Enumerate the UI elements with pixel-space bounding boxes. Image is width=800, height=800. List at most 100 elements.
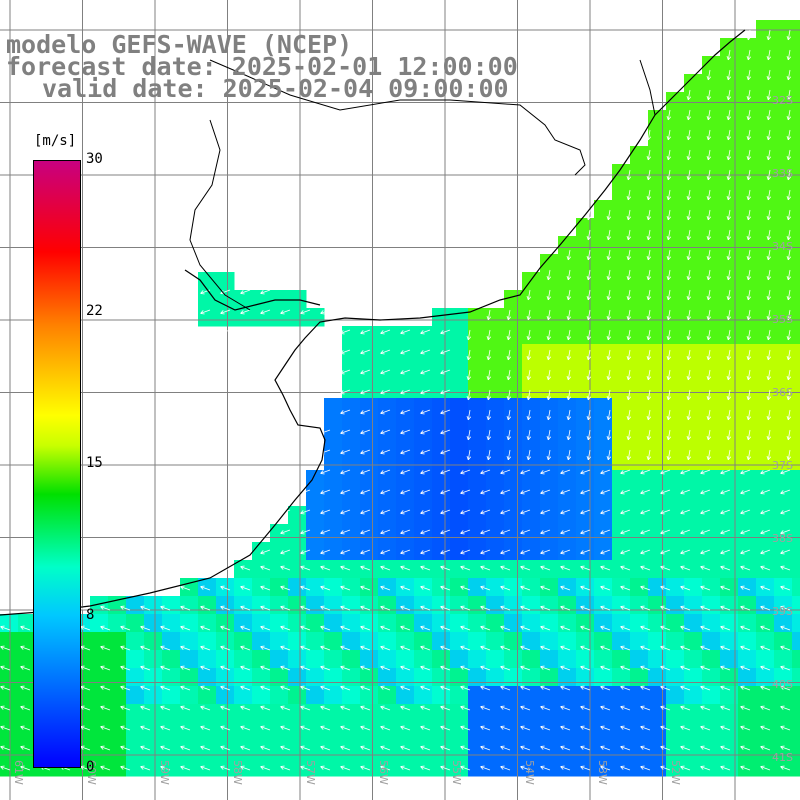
wind-arrow [660, 489, 671, 495]
speed-cell [738, 506, 757, 525]
speed-cell [720, 416, 739, 435]
speed-cell [684, 722, 703, 741]
wind-arrow [586, 309, 592, 321]
speed-cell [648, 344, 667, 363]
speed-cell [720, 542, 739, 561]
wind-arrow [660, 685, 671, 691]
wind-arrow [566, 389, 572, 401]
speed-cell [324, 686, 343, 705]
wind-arrow [626, 229, 632, 241]
speed-cell [612, 722, 631, 741]
speed-cell [144, 686, 163, 705]
speed-cell [774, 182, 793, 201]
speed-cell [324, 650, 343, 669]
speed-cell [360, 758, 379, 777]
wind-arrow [726, 69, 732, 81]
wind-arrow [740, 489, 751, 495]
speed-cell [180, 632, 199, 651]
wind-arrow [580, 585, 591, 591]
wind-arrow [726, 249, 732, 261]
speed-cell [342, 578, 361, 597]
speed-cell [702, 110, 721, 129]
speed-cell [360, 362, 379, 381]
wind-arrow [640, 645, 651, 651]
wind-arrow [460, 745, 471, 751]
speed-cell [630, 542, 649, 561]
speed-cell [396, 740, 415, 759]
speed-cell [432, 542, 451, 561]
speed-cell [522, 650, 541, 669]
speed-cell [288, 614, 307, 633]
speed-cell [666, 416, 685, 435]
speed-cell [216, 290, 235, 309]
speed-cell [666, 650, 685, 669]
speed-cell [360, 722, 379, 741]
wind-arrow [766, 89, 772, 101]
wind-arrow [140, 645, 151, 651]
speed-cell [306, 722, 325, 741]
wind-arrow [320, 565, 331, 571]
speed-cell [756, 416, 775, 435]
speed-cell [720, 362, 739, 381]
speed-cell [414, 542, 433, 561]
speed-cell [576, 632, 595, 651]
speed-cell [108, 686, 127, 705]
wind-arrow [200, 745, 211, 751]
wind-arrow [726, 129, 732, 141]
wind-arrow [520, 565, 531, 571]
speed-cell [774, 650, 793, 669]
wind-arrow [20, 745, 31, 751]
speed-cell [720, 668, 739, 687]
wind-arrow [706, 89, 712, 101]
speed-cell [792, 128, 800, 147]
speed-cell [486, 686, 505, 705]
wind-arrow [500, 529, 511, 535]
speed-cell [540, 272, 559, 291]
wind-arrow [686, 289, 692, 301]
wind-arrow [726, 309, 732, 321]
speed-cell [684, 218, 703, 237]
speed-cell [792, 290, 800, 309]
speed-cell [756, 758, 775, 777]
wind-arrow [540, 489, 551, 495]
speed-cell [648, 200, 667, 219]
speed-cell [774, 218, 793, 237]
wind-arrow [626, 449, 632, 461]
wind-arrow [780, 565, 791, 571]
wind-arrow [420, 725, 431, 731]
speed-cell [450, 488, 469, 507]
speed-cell [720, 254, 739, 273]
wind-arrow [240, 705, 251, 711]
speed-cell [522, 524, 541, 543]
wind-arrow [720, 529, 731, 535]
wind-arrow [320, 489, 331, 495]
wind-arrow [600, 585, 611, 591]
speed-cell [540, 380, 559, 399]
wind-arrow [360, 685, 371, 691]
speed-cell [576, 272, 595, 291]
wind-arrow [646, 189, 652, 201]
speed-cell [468, 614, 487, 633]
speed-cell [756, 578, 775, 597]
speed-cell [702, 416, 721, 435]
speed-cell [360, 560, 379, 579]
wind-arrow [280, 705, 291, 711]
wind-arrow [766, 369, 772, 381]
wind-arrow [740, 725, 751, 731]
speed-cell [756, 200, 775, 219]
wind-arrow [566, 269, 572, 281]
speed-cell [576, 614, 595, 633]
speed-cell [198, 722, 217, 741]
wind-arrow [500, 625, 511, 631]
speed-cell [234, 308, 253, 327]
speed-cell [198, 632, 217, 651]
wind-arrow [160, 605, 171, 611]
wind-arrow [0, 725, 11, 731]
wind-arrow [726, 409, 732, 421]
wind-arrow [766, 289, 772, 301]
wind-arrow [460, 469, 471, 475]
speed-cell [792, 578, 800, 597]
speed-cell [414, 722, 433, 741]
wind-arrow [140, 765, 151, 771]
wind-arrow [560, 565, 571, 571]
